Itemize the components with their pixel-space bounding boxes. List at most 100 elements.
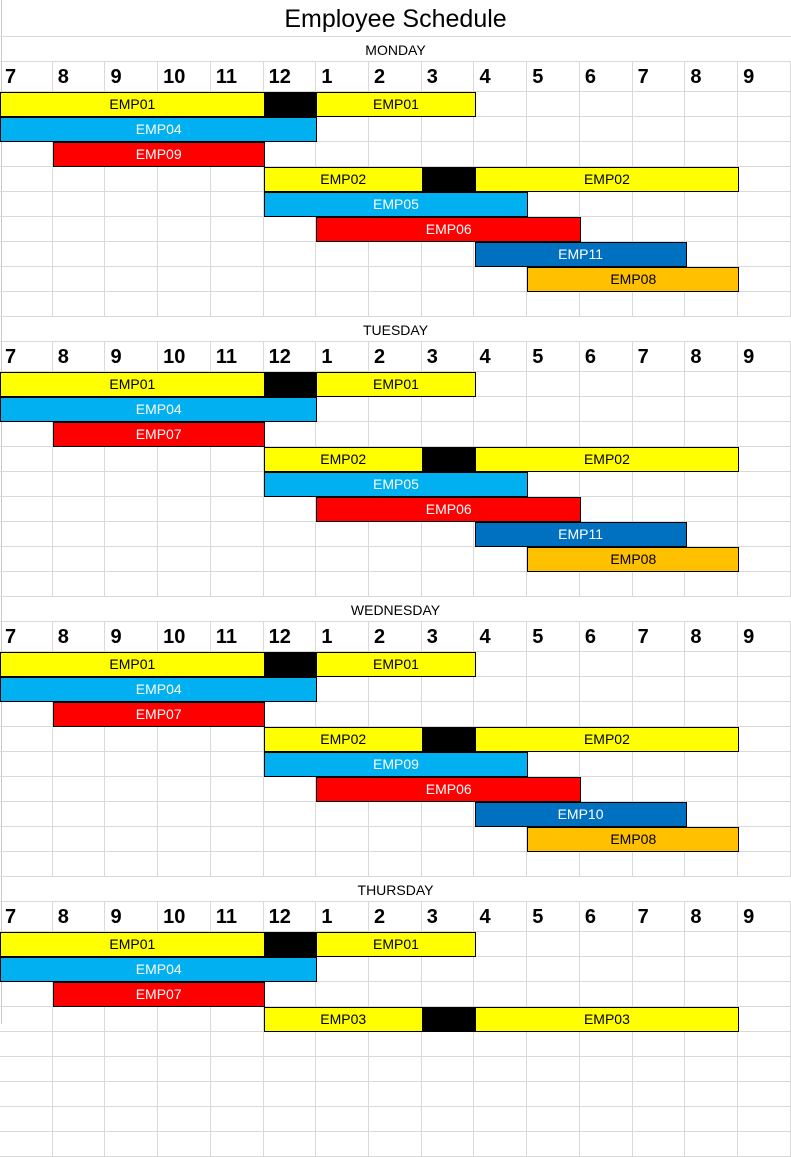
hour-label[interactable]: 2 [369,902,422,931]
grid-cell[interactable] [264,217,317,241]
grid-cell[interactable] [264,1032,317,1056]
grid-cell[interactable] [422,1107,475,1131]
shift-bar[interactable]: EMP01 [316,372,476,397]
grid-cell[interactable] [211,447,264,471]
grid-cell[interactable] [316,982,370,1006]
shift-bar[interactable]: EMP01 [0,92,265,117]
grid-cell[interactable] [0,702,53,726]
grid-cell[interactable] [685,702,739,726]
grid-cell[interactable] [105,572,159,596]
grid-cell[interactable] [53,292,106,316]
grid-cell[interactable] [474,1107,528,1131]
grid-cell[interactable] [105,1107,159,1131]
grid-cell[interactable] [369,982,422,1006]
grid-cell[interactable] [316,802,370,826]
grid-cell[interactable] [633,677,686,701]
hour-label[interactable]: 7 [0,902,53,931]
grid-cell[interactable] [264,777,317,801]
grid-cell[interactable] [0,827,53,851]
grid-cell[interactable] [580,752,633,776]
grid-cell[interactable] [0,522,53,546]
grid-cell[interactable] [0,1032,53,1056]
grid-cell[interactable] [53,192,106,216]
grid-cell[interactable] [633,92,686,116]
grid-cell[interactable] [264,1132,317,1156]
grid-cell[interactable] [264,1107,317,1131]
grid-cell[interactable] [316,397,370,421]
grid-cell[interactable] [580,1107,633,1131]
grid-cell[interactable] [527,702,580,726]
grid-cell[interactable] [738,932,791,956]
hour-label[interactable]: 1 [316,902,370,931]
grid-cell[interactable] [53,777,106,801]
grid-cell[interactable] [0,292,53,316]
shift-bar[interactable]: EMP07 [52,422,265,447]
grid-cell[interactable] [422,982,475,1006]
grid-cell[interactable] [105,267,159,291]
grid-cell[interactable] [211,217,264,241]
grid-cell[interactable] [685,652,739,676]
grid-cell[interactable] [685,92,739,116]
shift-bar[interactable]: EMP03 [263,1007,423,1032]
hour-label[interactable]: 10 [158,342,211,371]
grid-cell[interactable] [580,422,633,446]
grid-cell[interactable] [738,92,791,116]
hour-label[interactable]: 6 [580,62,633,91]
grid-cell[interactable] [0,142,53,166]
grid-cell[interactable] [0,982,53,1006]
grid-cell[interactable] [0,422,53,446]
grid-cell[interactable] [369,142,422,166]
grid-cell[interactable] [369,802,422,826]
hour-label[interactable]: 8 [685,622,739,651]
grid-cell[interactable] [633,192,686,216]
grid-cell[interactable] [369,547,422,571]
grid-cell[interactable] [685,217,739,241]
grid-cell[interactable] [527,652,580,676]
grid-cell[interactable] [264,522,317,546]
hour-label[interactable]: 7 [0,62,53,91]
grid-cell[interactable] [527,372,580,396]
grid-cell[interactable] [527,472,580,496]
grid-cell[interactable] [474,827,528,851]
grid-cell[interactable] [0,1082,53,1106]
grid-cell[interactable] [633,1132,686,1156]
hour-label[interactable]: 9 [738,62,791,91]
shift-bar[interactable]: EMP01 [316,92,476,117]
grid-cell[interactable] [422,142,475,166]
grid-cell[interactable] [53,852,106,876]
grid-cell[interactable] [633,777,686,801]
grid-cell[interactable] [0,267,53,291]
grid-cell[interactable] [316,1082,370,1106]
grid-cell[interactable] [685,522,739,546]
grid-cell[interactable] [158,727,211,751]
grid-cell[interactable] [0,472,53,496]
grid-cell[interactable] [527,422,580,446]
shift-bar[interactable]: EMP02 [474,447,740,472]
grid-cell[interactable] [369,267,422,291]
grid-cell[interactable] [474,852,528,876]
grid-cell[interactable] [580,1082,633,1106]
shift-bar[interactable]: EMP05 [263,192,529,217]
grid-cell[interactable] [738,802,791,826]
grid-cell[interactable] [474,142,528,166]
grid-cell[interactable] [369,397,422,421]
grid-cell[interactable] [158,1032,211,1056]
hour-label[interactable]: 10 [158,902,211,931]
grid-cell[interactable] [105,827,159,851]
hour-label[interactable]: 3 [422,62,475,91]
grid-cell[interactable] [211,852,264,876]
shift-bar[interactable]: EMP08 [527,827,740,852]
grid-cell[interactable] [685,852,739,876]
grid-cell[interactable] [53,1007,106,1031]
grid-cell[interactable] [316,422,370,446]
shift-bar[interactable]: EMP08 [527,547,740,572]
grid-cell[interactable] [105,1007,159,1031]
hour-label[interactable]: 4 [474,342,528,371]
grid-cell[interactable] [158,497,211,521]
grid-cell[interactable] [738,777,791,801]
grid-cell[interactable] [685,957,739,981]
grid-cell[interactable] [580,292,633,316]
shift-bar[interactable]: EMP06 [316,497,582,522]
grid-cell[interactable] [738,1007,791,1031]
hour-label[interactable]: 6 [580,342,633,371]
